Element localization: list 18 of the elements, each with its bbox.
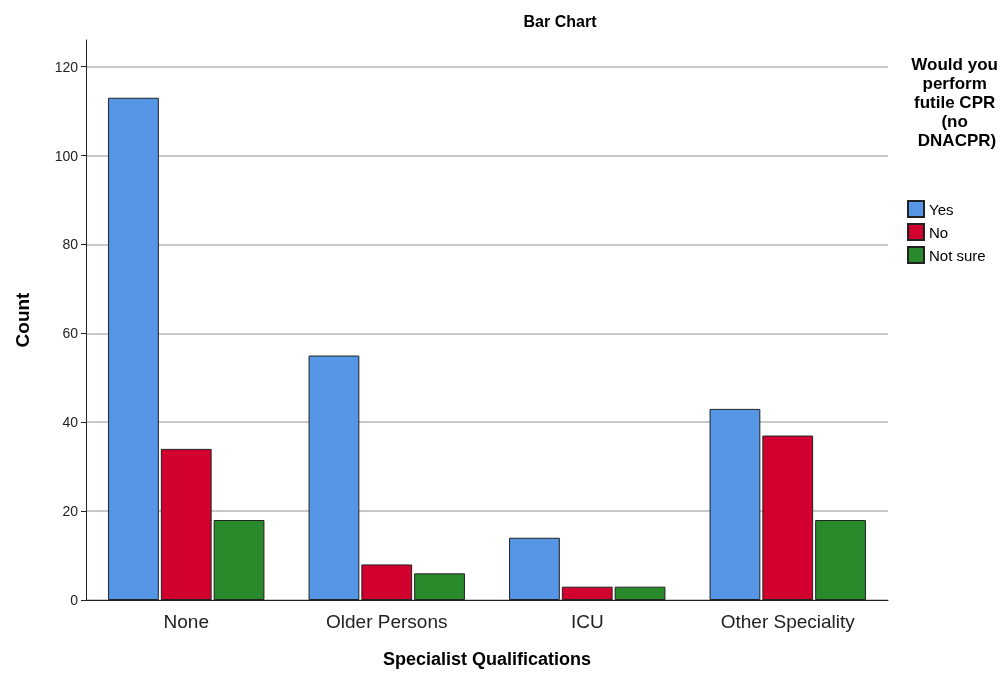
legend-label: Not sure bbox=[929, 246, 986, 264]
x-axis-title: Specialist Qualifications bbox=[382, 649, 592, 669]
legend-title: Would you perform futile CPR (no DNACPR) bbox=[911, 55, 1003, 150]
chart-title: Bar Chart bbox=[523, 12, 598, 30]
x-tick-label: Other Speciality bbox=[720, 611, 856, 632]
legend-label: Yes bbox=[929, 200, 954, 218]
y-tick-label: 60 bbox=[62, 325, 79, 342]
y-tick-label: 100 bbox=[54, 147, 79, 164]
legend-label: No bbox=[929, 223, 949, 241]
y-tick-label: 20 bbox=[62, 503, 79, 520]
x-tick-label: None bbox=[163, 611, 209, 632]
y-axis-title: Count bbox=[12, 291, 33, 348]
y-tick-label: 0 bbox=[70, 592, 79, 608]
y-tick-label: 120 bbox=[54, 58, 79, 75]
x-tick-label: Older Persons bbox=[326, 611, 448, 632]
y-tick-label: 80 bbox=[62, 236, 79, 253]
x-tick-label: ICU bbox=[570, 611, 604, 632]
y-tick-label: 40 bbox=[62, 414, 79, 431]
